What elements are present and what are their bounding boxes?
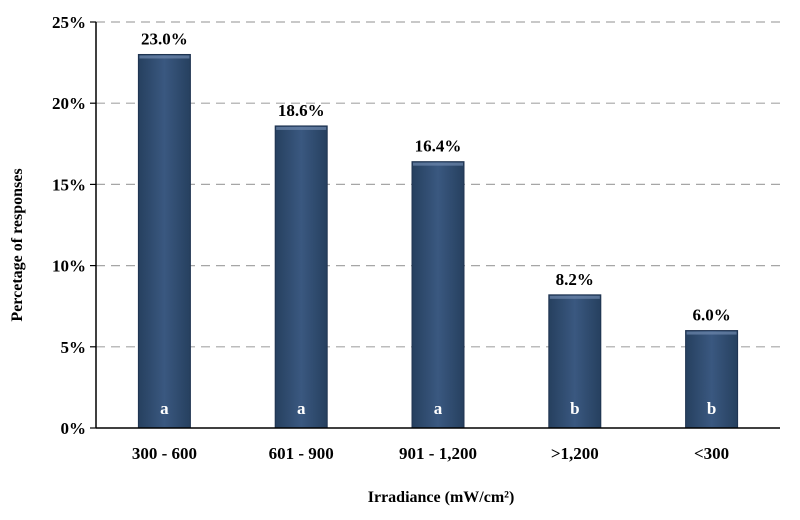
group-letter-label: a: [297, 399, 306, 418]
x-axis-label: Irradiance (mW/cm²): [368, 489, 515, 506]
bar-highlight: [276, 126, 327, 130]
bar: [411, 161, 465, 429]
axes: [95, 22, 780, 429]
y-tick-label: 0%: [61, 419, 87, 438]
gridlines: [90, 21, 780, 429]
group-letter-label: a: [434, 399, 443, 418]
x-tick-labels: 300 - 600 601 - 900 901 - 1,200 >1,200 <300: [132, 444, 729, 463]
x-tick-label: 601 - 900: [269, 444, 334, 463]
y-tick-label: 10%: [52, 257, 86, 276]
y-tick-labels: 0% 5% 10% 15% 20% 25%: [52, 13, 86, 438]
bar: [274, 125, 328, 429]
y-tick-label: 15%: [52, 175, 86, 194]
bars-group: 23.0% a 18.6% a 16.4% a 8.2% b 6.0% b: [137, 29, 739, 429]
bar-highlight: [413, 162, 463, 166]
x-tick-label: <300: [694, 444, 729, 463]
x-tick-label: >1,200: [551, 444, 599, 463]
y-tick-label: 5%: [61, 338, 87, 357]
bar-highlight: [139, 55, 190, 59]
bar-highlight: [686, 331, 737, 335]
bar-value-label: 16.4%: [415, 137, 462, 156]
y-axis-label: Percetage of responses: [9, 168, 26, 321]
y-tick-label: 25%: [52, 13, 86, 32]
x-tick-label: 300 - 600: [132, 444, 197, 463]
group-letter-label: b: [570, 399, 579, 418]
group-letter-label: b: [707, 399, 716, 418]
bar: [137, 53, 191, 429]
x-tick-label: 901 - 1,200: [399, 444, 477, 463]
bar-value-label: 18.6%: [278, 101, 325, 120]
bar-highlight: [549, 295, 600, 299]
bar-value-label: 23.0%: [141, 29, 188, 48]
bar-value-label: 6.0%: [692, 306, 730, 325]
group-letter-label: a: [160, 399, 169, 418]
bar: [685, 330, 739, 429]
y-tick-label: 20%: [52, 94, 86, 113]
bar-value-label: 8.2%: [556, 270, 594, 289]
